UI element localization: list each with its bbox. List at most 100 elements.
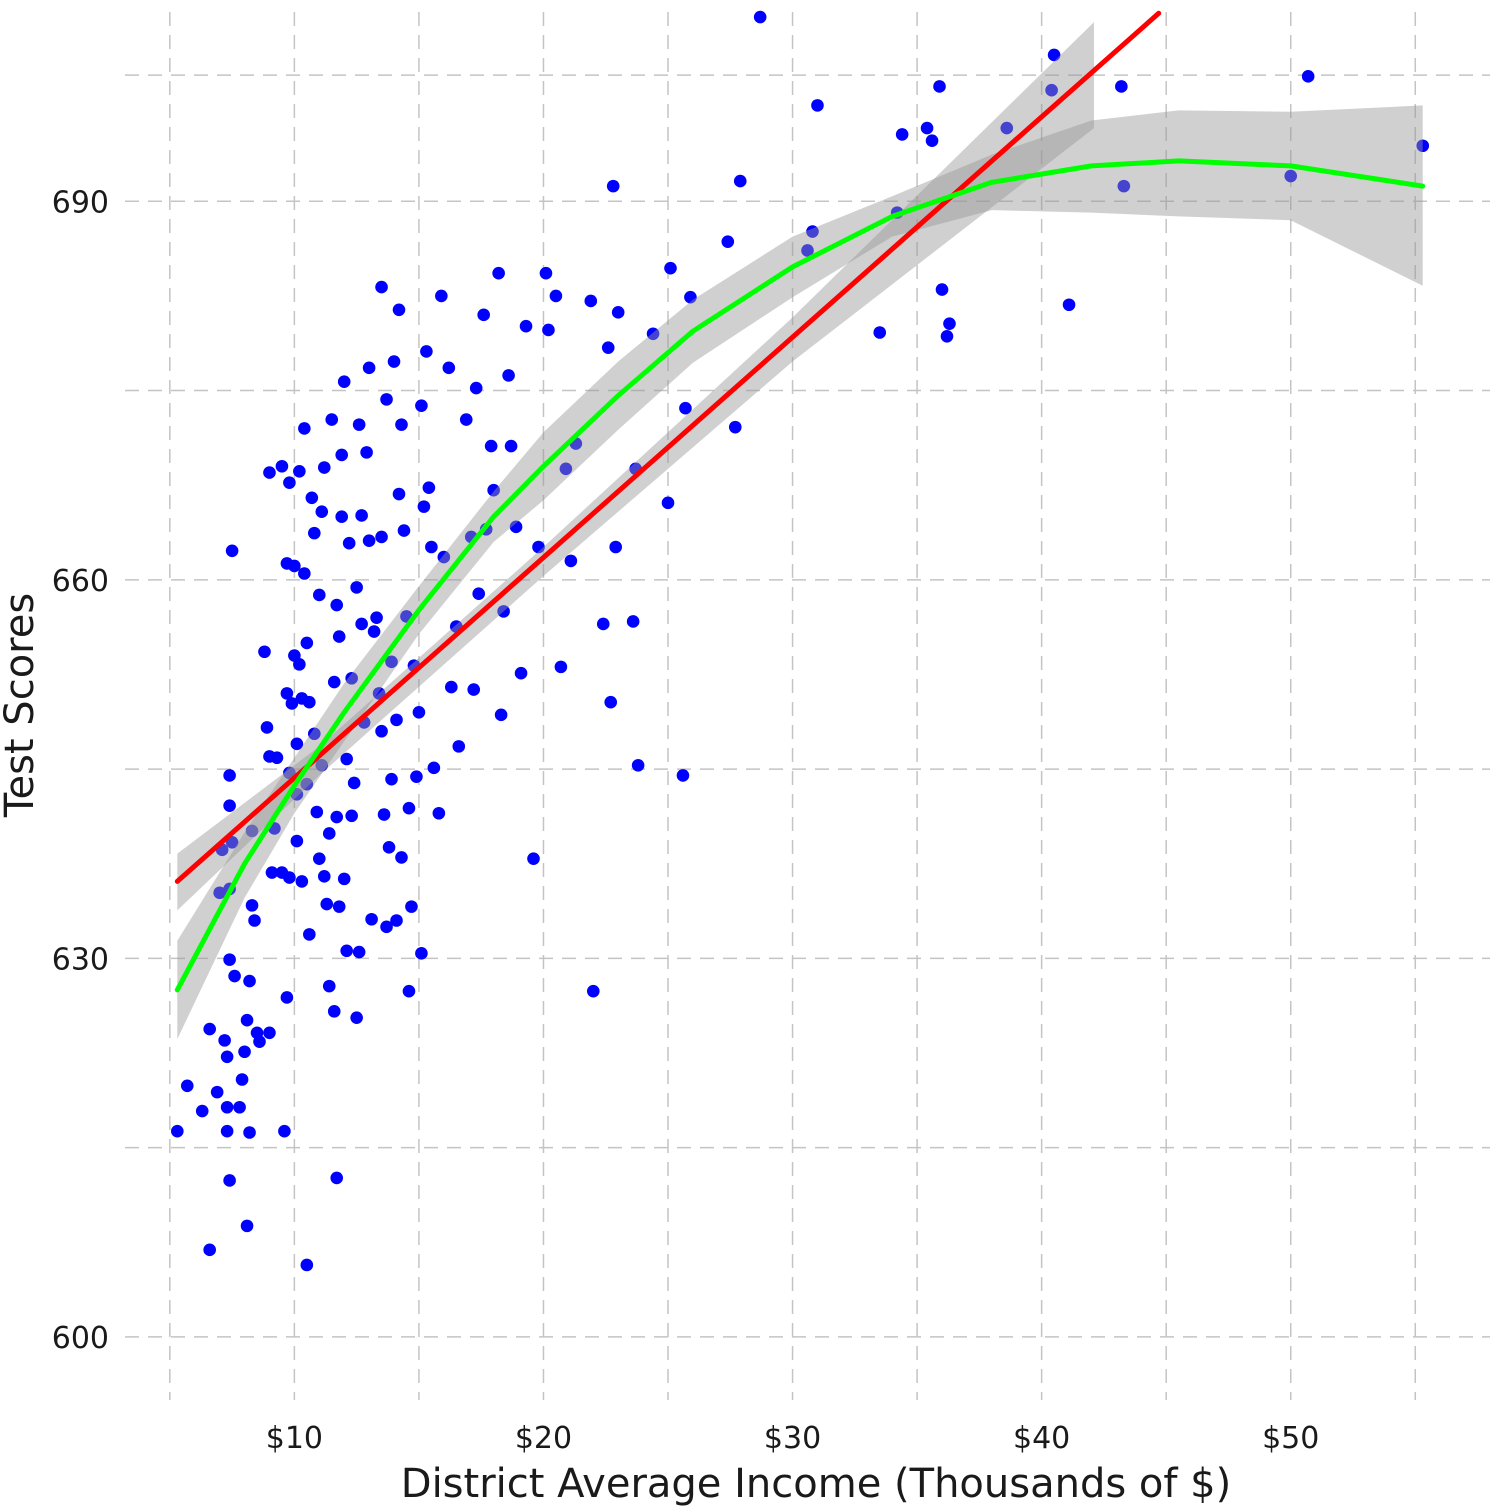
data-point [542,323,555,337]
data-point [220,1100,234,1114]
data-point [1000,121,1014,135]
data-point [472,587,486,600]
data-point [322,979,336,993]
points-layer [171,10,1430,1272]
data-point [317,870,331,883]
data-point [1284,169,1298,183]
data-point [235,1073,249,1086]
data-point [425,540,438,554]
data-point [315,505,329,518]
data-point [377,808,391,821]
data-point [352,418,366,431]
data-point [933,80,946,93]
data-point [661,496,675,510]
data-point [223,1174,236,1187]
data-point [925,134,939,148]
data-point [467,683,481,696]
data-point [532,540,545,554]
data-point [477,308,490,322]
y-tick-label: 690 [52,185,109,220]
y-axis-title: Test Scores [0,593,43,818]
data-point [233,1100,246,1114]
data-point [340,752,353,766]
data-point [392,487,406,501]
data-point [873,326,887,339]
data-point [405,900,418,913]
data-point [502,369,515,382]
data-point [626,615,640,628]
data-point [940,329,954,343]
data-point [293,465,306,478]
quadratic-fit-confidence-band [177,105,1423,1040]
data-point [258,645,271,659]
data-point [298,567,311,580]
data-point [420,345,433,358]
data-point [427,761,441,775]
data-point [415,947,428,960]
data-point [676,769,690,782]
data-point [469,381,483,395]
x-tick-label: $20 [515,1421,572,1456]
data-point [223,769,236,782]
data-point [895,128,909,141]
data-point [248,914,261,927]
tick-layer: $10 $20 $30 $40 $50 600 630 660 690 [52,185,1320,1456]
linear-fit-confidence-band [177,22,1095,911]
data-point [385,655,398,669]
data-point [308,727,321,741]
data-point [270,751,284,765]
data-point [360,446,373,459]
data-point [390,914,403,927]
data-point [564,554,578,568]
data-point [335,510,349,524]
data-point [342,536,356,550]
fit-layer [174,10,1426,1040]
data-point [312,852,326,865]
data-point [225,544,239,558]
data-point [1416,139,1430,153]
data-point [332,630,346,643]
data-point [519,319,533,333]
data-point [733,174,747,188]
data-point [228,969,241,983]
data-point [322,827,336,840]
data-point [811,99,824,112]
data-point [684,290,697,304]
data-point [315,759,329,772]
data-point [721,235,735,248]
data-point [646,327,660,341]
data-point [484,439,498,453]
data-point [280,687,294,700]
x-tick-label: $50 [1262,1421,1319,1456]
data-point [380,393,393,406]
data-point [584,294,598,308]
data-point [325,413,339,426]
data-point [337,872,351,886]
data-point [559,462,573,476]
data-point [375,280,388,294]
data-point [310,805,324,819]
data-point [355,617,368,631]
y-tick-label: 600 [52,1321,109,1356]
data-point [327,1005,341,1018]
data-point [280,991,294,1004]
data-point [380,920,393,934]
data-point [382,841,396,854]
data-point [300,1258,314,1272]
data-point [278,1124,291,1138]
data-point [275,459,289,473]
data-point [1045,83,1058,97]
data-point [385,772,398,786]
data-point [308,526,321,540]
data-point [285,697,299,710]
data-point [288,559,301,573]
data-point [415,399,428,412]
data-point [340,944,353,958]
data-point [549,289,563,303]
data-point [312,588,326,602]
data-point [1115,80,1128,93]
data-point [332,900,346,913]
data-point [223,799,236,812]
data-point [293,658,306,671]
data-point [345,671,358,685]
